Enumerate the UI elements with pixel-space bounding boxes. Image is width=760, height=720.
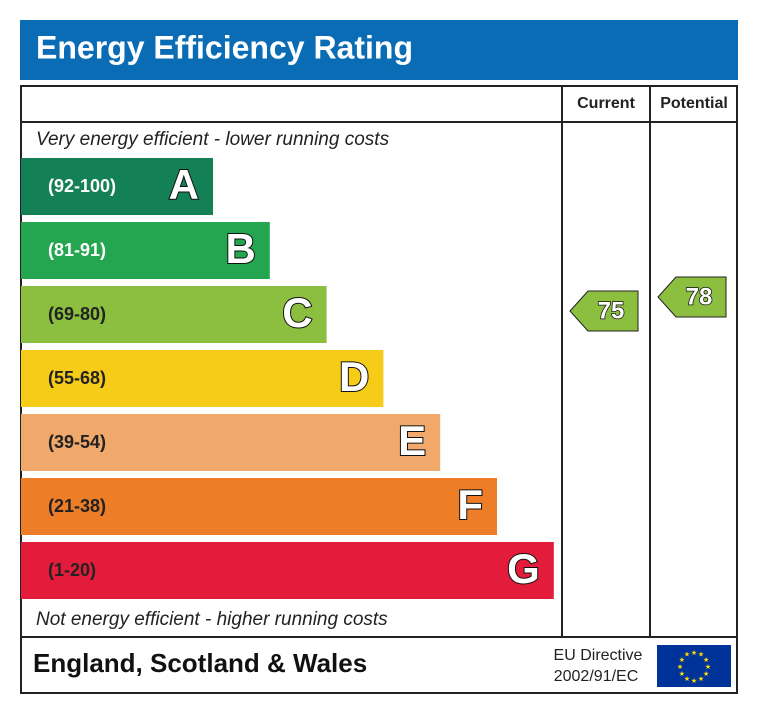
band-letter: D: [339, 353, 369, 400]
rating-value: 75: [598, 297, 625, 324]
band-bar: [21, 542, 554, 599]
column-header: Current: [577, 95, 635, 112]
star: ★: [691, 677, 697, 685]
band-letter: G: [507, 545, 540, 592]
band-letter: F: [457, 481, 483, 528]
rating-value: 78: [686, 283, 713, 310]
eu-stars: ★ ★★★★★★★★★★★: [677, 649, 711, 685]
eu-flag: [657, 645, 731, 687]
rating-arrow: [657, 276, 727, 318]
band-range: (69-80): [48, 304, 106, 324]
band-range: (55-68): [48, 368, 106, 388]
band-letter: E: [398, 417, 426, 464]
star: ★: [684, 675, 690, 683]
star: ★: [679, 656, 685, 664]
band-bar: [21, 414, 441, 471]
band-range: (92-100): [48, 176, 116, 196]
band-bar: [21, 286, 327, 343]
rating-arrow: [569, 290, 639, 332]
band-range: (1-20): [48, 560, 96, 580]
star: ★: [703, 670, 709, 678]
top-note: Very energy efficient - lower running co…: [36, 129, 390, 150]
band-bar: [21, 478, 497, 535]
title-bar: [20, 20, 738, 80]
star: ★: [698, 675, 704, 683]
band-letter: B: [225, 225, 255, 272]
band-range: (81-91): [48, 240, 106, 260]
star: ★: [684, 651, 690, 659]
band-bar: [21, 350, 384, 407]
band-range: (39-54): [48, 432, 106, 452]
directive: EU Directive: [554, 647, 643, 664]
star: ★: [679, 670, 685, 678]
star: ★: [703, 656, 709, 664]
star: ★: [698, 651, 704, 659]
star: ★: [705, 663, 711, 671]
band-letter: A: [169, 161, 199, 208]
band-range: (21-38): [48, 496, 106, 516]
band-bar: [21, 158, 213, 215]
region: England, Scotland & Wales: [33, 648, 367, 678]
star: ★: [691, 649, 697, 657]
directive: 2002/91/EC: [554, 668, 639, 685]
title: Energy Efficiency Rating: [36, 29, 413, 65]
band-letter: C: [282, 289, 312, 336]
bottom-note: Not energy efficient - higher running co…: [36, 609, 388, 630]
band-bar: [21, 222, 270, 279]
column-header: Potential: [660, 95, 728, 112]
star: ★: [677, 663, 683, 671]
